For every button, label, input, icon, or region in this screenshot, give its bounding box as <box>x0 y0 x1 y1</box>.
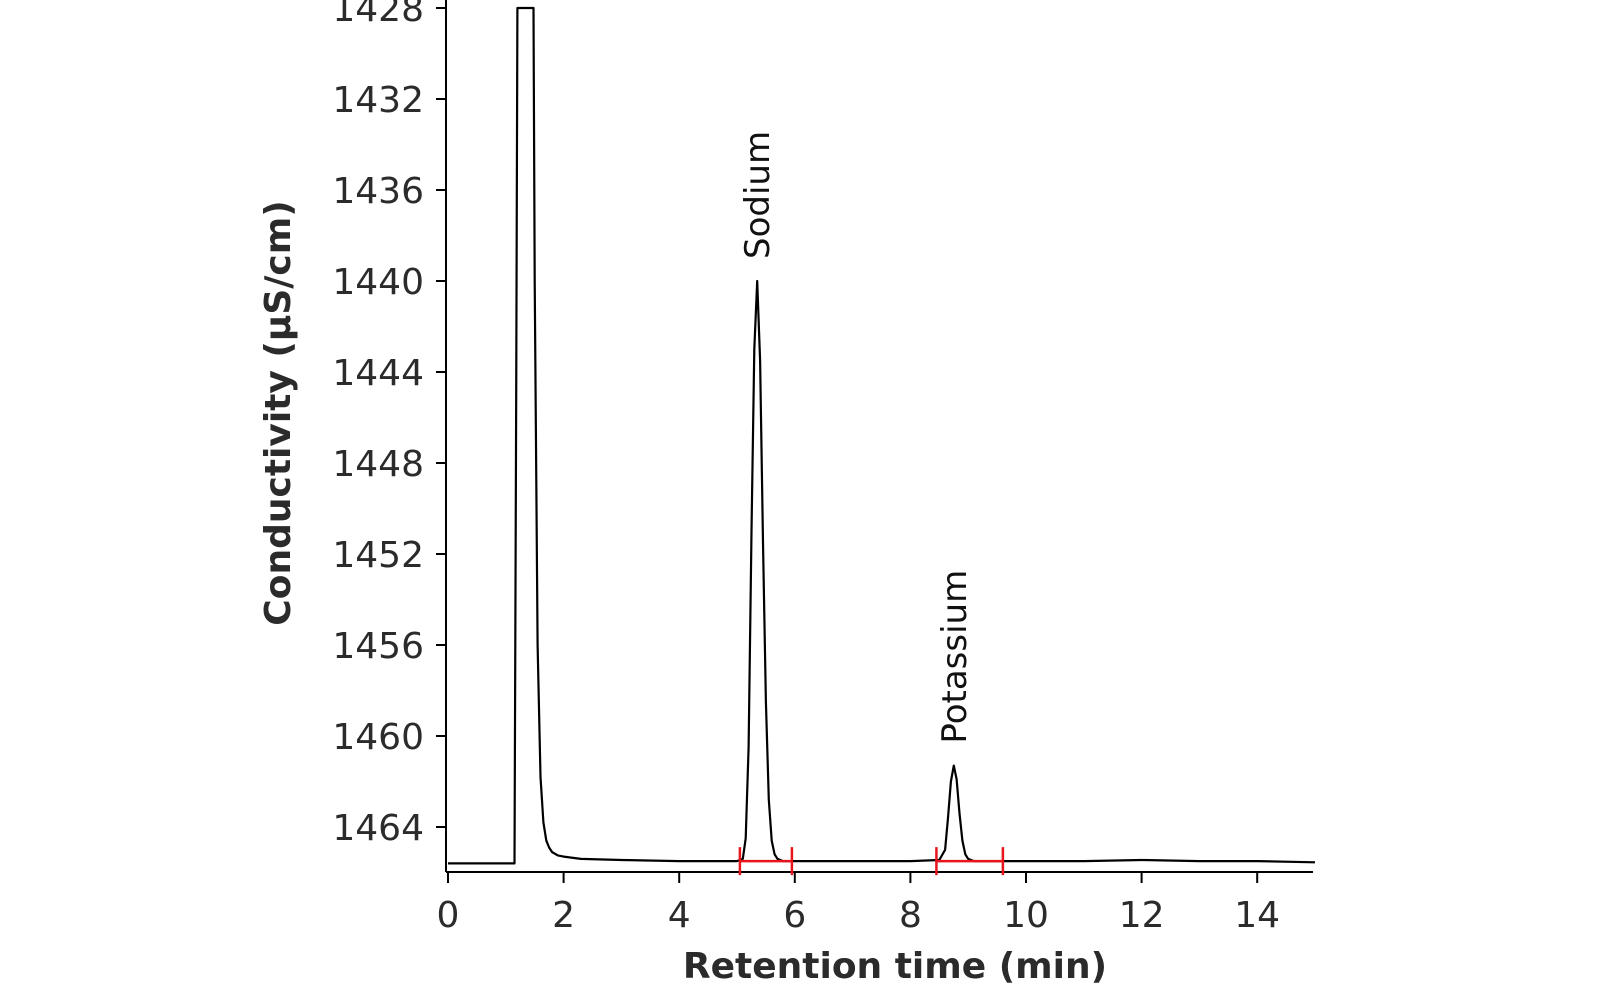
y-tick-label: 1432 <box>332 80 424 121</box>
y-axis: 1428 1432 1436 1440 1444 1448 1452 1456 1460 1464 <box>332 0 447 872</box>
chromatogram-trace <box>448 6 1316 865</box>
y-tick-label: 1448 <box>332 444 424 485</box>
peak-label: Sodium <box>738 131 778 259</box>
x-tick-label: 0 <box>437 895 460 936</box>
y-tick-label: 1428 <box>332 0 424 30</box>
y-tick-label: 1464 <box>332 808 424 849</box>
peak-label: Potassium <box>935 570 975 744</box>
peak-labels: Sodium Potassium <box>738 131 975 744</box>
y-tick-label: 1436 <box>332 171 424 212</box>
y-tick-label: 1456 <box>332 626 424 667</box>
x-tick-label: 8 <box>899 895 922 936</box>
x-tick-label: 12 <box>1119 895 1165 936</box>
y-tick-label: 1444 <box>332 353 424 394</box>
x-tick-label: 10 <box>1003 895 1049 936</box>
x-tick-label: 6 <box>783 895 806 936</box>
y-tick-label: 1460 <box>332 717 424 758</box>
x-tick-label: 14 <box>1234 895 1280 936</box>
x-tick-label: 4 <box>668 895 691 936</box>
integration-ranges <box>738 847 1005 876</box>
x-axis-title: Retention time (min) <box>683 946 1107 987</box>
y-tick-label: 1452 <box>332 535 424 576</box>
x-axis: 0 2 4 6 8 10 12 14 <box>437 871 1313 936</box>
y-axis-title: Conductivity (µS/cm) <box>258 200 299 625</box>
y-tick-label: 1440 <box>332 262 424 303</box>
x-tick-label: 2 <box>552 895 575 936</box>
